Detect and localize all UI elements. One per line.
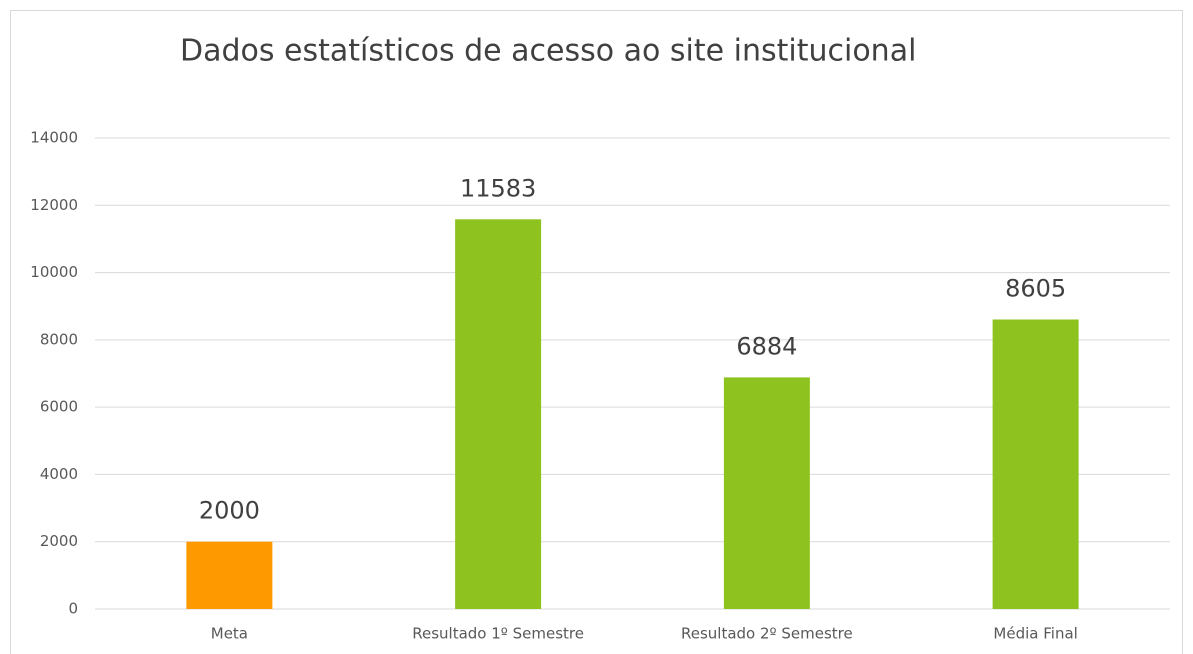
y-tick-label: 2000	[40, 532, 78, 550]
y-tick-label: 10000	[30, 263, 78, 281]
y-tick-label: 0	[68, 600, 78, 618]
bar	[186, 541, 273, 609]
y-tick-label: 14000	[30, 129, 78, 147]
chart-title: Dados estatísticos de acesso ao site ins…	[180, 34, 916, 69]
y-tick-label: 8000	[40, 330, 78, 348]
data-label: 2000	[199, 497, 260, 525]
x-tick-label: Resultado 2º Semestre	[681, 625, 853, 643]
bar	[992, 319, 1079, 609]
data-label: 8605	[1005, 275, 1066, 303]
y-tick-label: 12000	[30, 196, 78, 214]
x-tick-label: Meta	[211, 625, 248, 643]
data-label: 11583	[460, 174, 536, 202]
y-tick-label: 4000	[40, 465, 78, 483]
x-tick-label: Média Final	[993, 625, 1077, 643]
bar	[455, 219, 542, 609]
bar	[723, 377, 810, 609]
x-tick-label: Resultado 1º Semestre	[412, 625, 584, 643]
y-tick-label: 6000	[40, 398, 78, 416]
data-label: 6884	[736, 332, 797, 360]
